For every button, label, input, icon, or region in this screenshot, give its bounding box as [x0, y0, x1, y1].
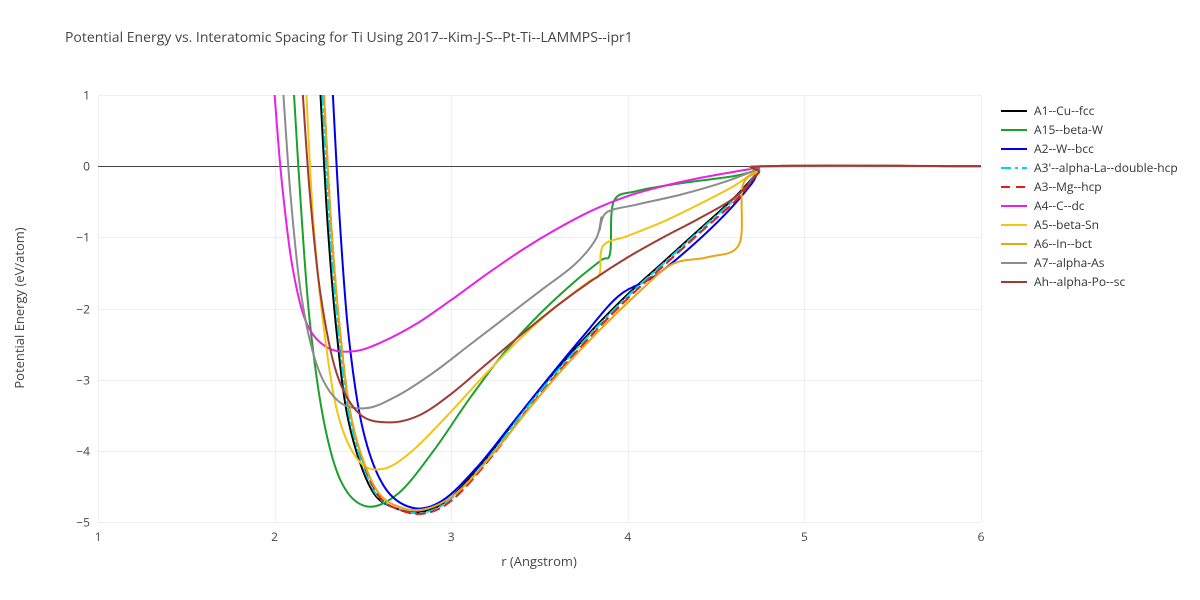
y-tick-label: −1 — [76, 229, 90, 246]
legend-swatch — [1000, 162, 1028, 174]
legend-label: A5--beta-Sn — [1034, 216, 1099, 233]
legend-item-A3--Mg--hcp[interactable]: A3--Mg--hcp — [1000, 177, 1178, 196]
legend-swatch — [1000, 276, 1028, 288]
legend-item-A7--alpha-As[interactable]: A7--alpha-As — [1000, 253, 1178, 272]
legend-label: A7--alpha-As — [1034, 254, 1104, 271]
plot-area[interactable] — [98, 95, 981, 522]
y-tick-label: 0 — [83, 158, 90, 175]
series-A2--W--bcc[interactable] — [333, 95, 981, 509]
legend-swatch — [1000, 143, 1028, 155]
x-tick-label: 5 — [801, 528, 808, 545]
y-axis-label: Potential Energy (eV/atom) — [10, 227, 28, 388]
legend-label: A1--Cu--fcc — [1034, 102, 1094, 119]
legend-swatch — [1000, 219, 1028, 231]
y-gridline — [98, 522, 981, 523]
legend-swatch — [1000, 238, 1028, 250]
legend-item-A5--beta-Sn[interactable]: A5--beta-Sn — [1000, 215, 1178, 234]
series-A7--alpha-As[interactable] — [283, 95, 981, 408]
legend-label: A15--beta-W — [1034, 121, 1103, 138]
chart-title: Potential Energy vs. Interatomic Spacing… — [65, 28, 633, 47]
x-gridline — [981, 95, 982, 522]
legend-label: A6--In--bct — [1034, 235, 1092, 252]
y-tick-label: 1 — [83, 87, 90, 104]
legend-item-Ah--alpha-Po--sc[interactable]: Ah--alpha-Po--sc — [1000, 272, 1178, 291]
curves-layer — [98, 95, 981, 522]
legend-item-A1--Cu--fcc[interactable]: A1--Cu--fcc — [1000, 101, 1178, 120]
series-A1--Cu--fcc[interactable] — [321, 95, 981, 512]
legend-label: A2--W--bcc — [1034, 140, 1094, 157]
legend-swatch — [1000, 200, 1028, 212]
legend-item-A2--W--bcc[interactable]: A2--W--bcc — [1000, 139, 1178, 158]
legend-label: Ah--alpha-Po--sc — [1034, 273, 1125, 290]
series-Ah--alpha-Po--sc[interactable] — [303, 95, 981, 422]
x-tick-label: 1 — [95, 528, 102, 545]
series-A3p--alpha-La--double-hcp[interactable] — [322, 95, 981, 513]
y-tick-label: −3 — [76, 371, 90, 388]
x-tick-label: 3 — [448, 528, 455, 545]
x-tick-label: 2 — [271, 528, 278, 545]
legend-label: A3'--alpha-La--double-hcp — [1034, 159, 1178, 176]
x-axis-label: r (Angstrom) — [501, 552, 577, 570]
legend-label: A4--C--dc — [1034, 197, 1085, 214]
y-tick-label: −2 — [76, 300, 90, 317]
legend-swatch — [1000, 124, 1028, 136]
x-tick-label: 6 — [978, 528, 985, 545]
x-tick-label: 4 — [624, 528, 631, 545]
legend-swatch — [1000, 257, 1028, 269]
y-tick-label: −4 — [76, 442, 90, 459]
legend-swatch — [1000, 181, 1028, 193]
y-tick-label: −5 — [76, 514, 90, 531]
legend-item-A15--beta-W[interactable]: A15--beta-W — [1000, 120, 1178, 139]
legend-label: A3--Mg--hcp — [1034, 178, 1102, 195]
series-A15--beta-W[interactable] — [294, 95, 981, 507]
series-A3--Mg--hcp[interactable] — [324, 95, 981, 514]
legend: A1--Cu--fcc A15--beta-W A2--W--bcc A3'--alp… — [1000, 101, 1178, 291]
legend-item-A3p--alpha-La--double-hcp[interactable]: A3'--alpha-La--double-hcp — [1000, 158, 1178, 177]
legend-item-A4--C--dc[interactable]: A4--C--dc — [1000, 196, 1178, 215]
legend-item-A6--In--bct[interactable]: A6--In--bct — [1000, 234, 1178, 253]
series-A4--C--dc[interactable] — [275, 95, 981, 352]
legend-swatch — [1000, 105, 1028, 117]
series-A6--In--bct[interactable] — [324, 95, 981, 510]
